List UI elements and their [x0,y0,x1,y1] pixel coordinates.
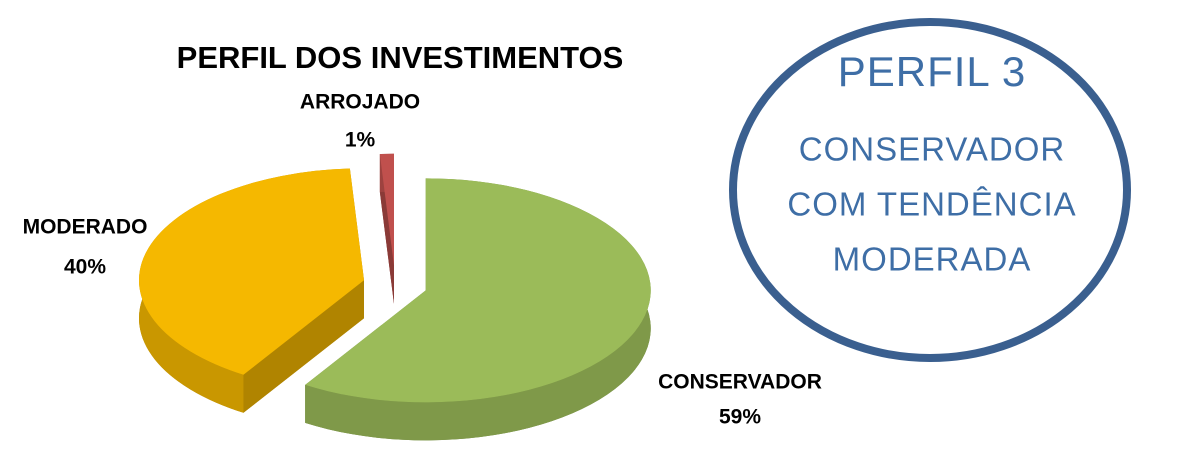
category-label: CONSERVADOR [658,371,822,394]
badge-line: CONSERVADOR [799,131,1066,168]
slice [379,153,394,266]
value-label: 40% [64,256,106,279]
slice-side [305,178,651,441]
slice-side [243,280,365,413]
value-label: 59% [719,406,761,429]
badge-title: PERFIL 3 [838,48,1027,95]
category-label: ARROJADO [300,91,420,114]
category-label: MODERADO [23,216,148,239]
badge-line: COM TENDÊNCIA [787,186,1076,223]
value-label: 1% [345,129,376,152]
chart-title: PERFIL DOS INVESTIMENTOS [177,40,624,75]
badge-line: MODERADA [833,241,1032,278]
slice [305,178,651,403]
badge-circle [729,18,1131,362]
slice [139,168,365,375]
